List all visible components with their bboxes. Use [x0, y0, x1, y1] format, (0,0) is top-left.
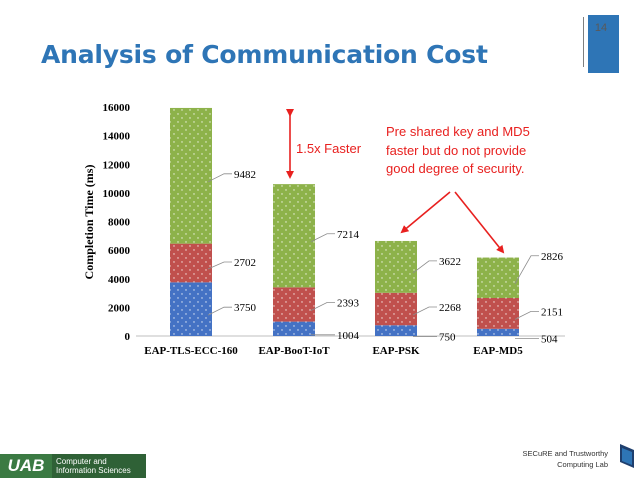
data-label-leader — [207, 173, 232, 183]
lab-name: SECuRE and Trustworthy Computing Lab — [523, 448, 608, 470]
data-label: 2702 — [234, 257, 256, 269]
bar-segment-texture — [170, 107, 212, 244]
y-tick-label: 16000 — [103, 102, 131, 114]
bar-segment-texture — [273, 184, 315, 288]
bar-segment-texture — [375, 240, 417, 293]
department-line-2: Information Sciences — [56, 466, 131, 475]
slide-title: Analysis of Communication Cost — [41, 40, 488, 69]
bar-segment-texture — [477, 257, 519, 299]
data-label-leader — [310, 302, 335, 311]
page-number: 14 — [594, 22, 608, 34]
bar-segment-texture — [170, 282, 212, 336]
bar-segment-texture — [477, 328, 519, 336]
bar-segment-texture — [170, 243, 212, 283]
lab-line-1: SECuRE and Trustworthy — [522, 449, 608, 458]
data-label-leader — [310, 233, 335, 243]
data-label: 504 — [541, 333, 558, 345]
y-tick-label: 12000 — [103, 159, 131, 171]
uab-logo-mark: UAB — [0, 454, 52, 478]
department-line-1: Computer and — [56, 457, 107, 466]
psk-note-arrow — [400, 191, 451, 234]
data-label-leader — [207, 306, 232, 316]
y-axis-title: Completion Time (ms) — [82, 165, 96, 280]
department-name: Computer and Information Sciences — [52, 457, 131, 475]
x-tick-label: EAP-TLS-ECC-160 — [144, 345, 238, 357]
uab-department-logo: UAB Computer and Information Sciences — [0, 454, 146, 478]
data-label: 9482 — [234, 169, 256, 181]
psk-note-line-2: faster but do not provide — [386, 143, 526, 158]
lab-line-2: Computing Lab — [557, 460, 608, 469]
stacked-bar-chart: 0 2000 4000 6000 8000 10000 12000 14000 16000 375… — [82, 102, 565, 357]
y-tick-label: 14000 — [103, 131, 131, 143]
data-label: 2393 — [337, 298, 360, 310]
y-tick-label: 8000 — [108, 217, 131, 229]
psk-note-line-3: good degree of security. — [386, 161, 525, 176]
data-label: 2826 — [541, 251, 564, 263]
data-label: 7214 — [337, 229, 360, 241]
data-label: 1004 — [337, 330, 360, 342]
data-label-leader — [514, 255, 539, 284]
data-label-leader — [412, 306, 437, 316]
y-tick-label: 10000 — [103, 188, 131, 200]
lab-logo-icon — [620, 444, 634, 468]
data-label-leader — [412, 260, 437, 274]
bar-segment-texture — [273, 287, 315, 322]
speedup-label: 1.5x Faster — [296, 141, 362, 156]
x-tick-label: EAP-PSK — [372, 345, 420, 357]
psk-note-line-1: Pre shared key and MD5 — [386, 124, 530, 139]
data-label: 2151 — [541, 306, 563, 318]
bar-segment-texture — [273, 321, 315, 336]
page-number-accent — [588, 15, 619, 73]
data-label: 750 — [439, 332, 456, 344]
y-tick-label: 0 — [125, 331, 131, 343]
md5-note-arrow — [454, 191, 505, 254]
y-tick-label: 4000 — [108, 274, 131, 286]
data-label: 3750 — [234, 302, 257, 314]
bar-segment-texture — [477, 298, 519, 329]
page-number-divider — [583, 17, 584, 67]
data-label-leader — [207, 261, 232, 270]
data-label-leader — [514, 310, 539, 320]
data-label: 3622 — [439, 256, 461, 268]
x-tick-label: EAP-MD5 — [473, 345, 523, 357]
bar-segment-texture — [375, 292, 417, 326]
x-tick-label: EAP-BooT-IoT — [258, 345, 330, 357]
data-label: 2268 — [439, 302, 462, 314]
y-tick-label: 2000 — [108, 302, 131, 314]
bar-segment-texture — [375, 325, 417, 336]
y-tick-label: 6000 — [108, 245, 131, 257]
